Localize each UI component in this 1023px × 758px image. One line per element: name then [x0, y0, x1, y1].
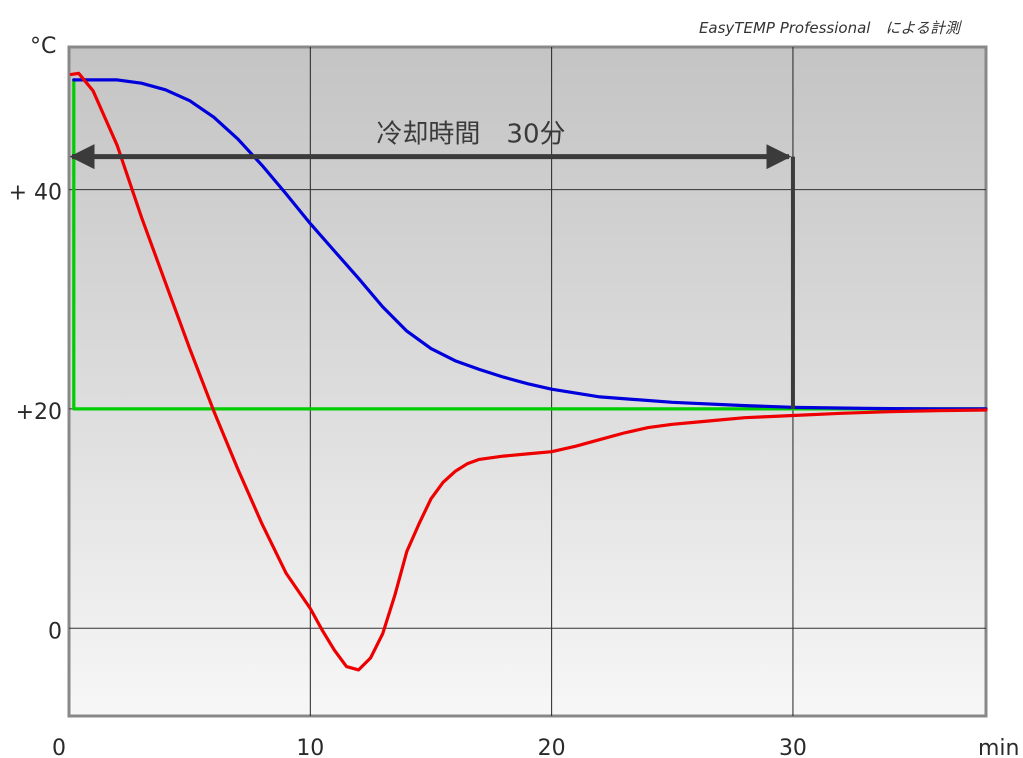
x-tick-label-2: 20: [538, 736, 566, 758]
x-unit-label: min: [978, 736, 1020, 758]
series-line-1: [69, 71, 988, 672]
header-note: EasyTEMP Professional による計測: [699, 19, 962, 37]
tick-labels: 0 10 20 30 0 +20 + 40: [9, 181, 807, 758]
x-tick-label-0: 0: [52, 736, 66, 758]
cooling-time-label: 冷却時間 30分: [376, 120, 565, 150]
y-tick-label-0: 0: [48, 619, 62, 644]
y-unit-label: °C: [30, 34, 56, 59]
annotations: 冷却時間 30分: [69, 120, 795, 409]
x-tick-label-1: 10: [296, 736, 324, 758]
series-group: [69, 71, 988, 672]
x-tick-label-3: 30: [779, 736, 807, 758]
y-tick-label-1: +20: [16, 400, 62, 425]
y-tick-label-2: + 40: [9, 181, 62, 206]
series-line-0: [72, 78, 988, 411]
series-line-2: [72, 78, 988, 411]
